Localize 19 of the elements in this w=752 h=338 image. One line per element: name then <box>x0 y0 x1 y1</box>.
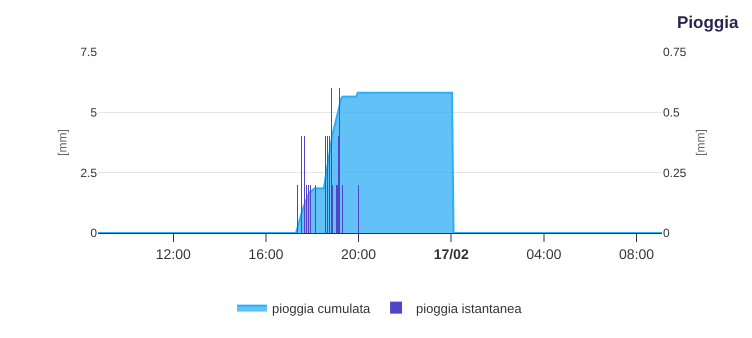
y2-tick-label: 0 <box>663 226 670 240</box>
y-tick-label: 5 <box>90 106 98 120</box>
y-tick-label: 2.5 <box>80 166 98 180</box>
y2-tick-label: 0.5 <box>663 106 680 120</box>
y-tick-label: 7.5 <box>80 45 98 60</box>
y-axis-title: [mm] <box>56 129 70 156</box>
x-tick-label: 20:00 <box>341 246 376 262</box>
x-tick-label: 12:00 <box>156 246 192 262</box>
x-tick-label: 04:00 <box>526 246 562 262</box>
x-tick-label: 16:00 <box>248 246 284 262</box>
y2-tick-label: 0.75 <box>663 45 687 60</box>
y2-tick-label: 0.25 <box>663 166 687 180</box>
y-tick-label: 0 <box>90 226 98 240</box>
legend-label: pioggia cumulata <box>272 300 372 316</box>
y2-axis-title: [mm] <box>694 129 708 156</box>
x-tick-label: 08:00 <box>618 246 654 262</box>
text: Pioggia <box>677 13 739 32</box>
x-tick-label: 17/02 <box>434 246 469 262</box>
legend-label: pioggia istantanea <box>416 300 522 316</box>
